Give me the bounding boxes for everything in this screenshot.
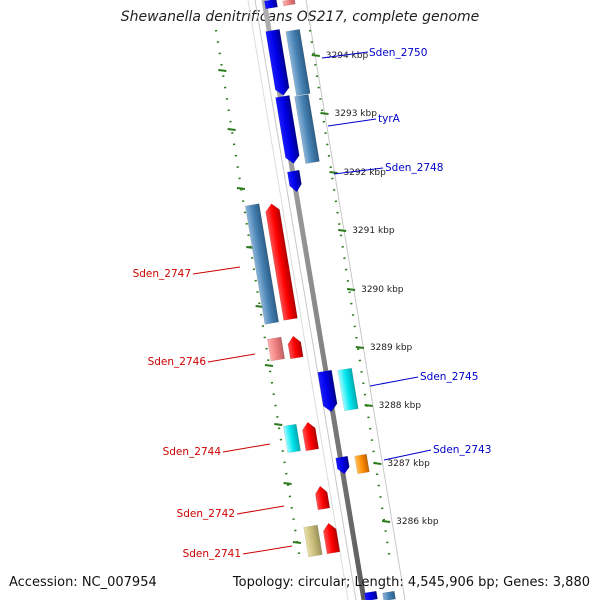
gene-shape[interactable] [267,336,285,362]
gene-feature[interactable] [267,336,285,362]
gene-label-forward[interactable]: Sden_2743 [433,444,491,456]
gene-shape[interactable] [335,455,351,475]
accession-text: Accession: NC_007954 [9,575,157,590]
gene-shape[interactable] [382,590,396,600]
gene-shape[interactable] [265,203,298,321]
label-leader-line [383,449,432,461]
inner-frame-line [254,0,357,600]
gene-feature[interactable] [322,522,341,555]
minor-tick-mark [236,187,246,190]
gene-label-reverse[interactable]: Sden_2742 [177,508,235,520]
tick-mark [320,112,329,115]
gene-shape[interactable] [287,335,304,360]
gene-shape[interactable] [337,367,359,412]
gene-label-reverse[interactable]: Sden_2746 [148,356,207,368]
tick-mark [311,54,320,57]
tick-mark [355,346,364,349]
gene-label-forward[interactable]: tyrA [378,113,401,125]
label-leader-line [369,376,419,387]
label-leader-line [207,353,256,363]
tick-mark [373,462,382,465]
label-leader-line [242,545,293,555]
tick-label: 3292 kbp [343,168,386,178]
label-leader-line [236,505,285,515]
label-leader-line [333,167,384,175]
label-layer: Sden_2750 tyrA Sden_2748 Sden_2745 Sden_2743… [133,47,492,560]
gene-shape[interactable] [364,590,378,600]
gene-shape[interactable] [264,0,278,10]
gene-feature[interactable] [301,421,319,452]
minor-tick-mark [292,541,302,544]
gene-feature[interactable] [264,0,278,10]
gene-label-forward[interactable]: Sden_2745 [420,371,478,383]
tick-mark [382,520,391,523]
gene-shape[interactable] [282,0,296,7]
minor-tick-mark [274,423,283,426]
outer-frame-line [305,0,406,600]
gene-feature[interactable] [265,203,298,321]
label-leader-line [327,118,377,127]
gene-feature[interactable] [335,455,351,475]
gene-label-forward[interactable]: Sden_2750 [369,47,427,59]
gene-shape[interactable] [283,423,301,454]
gene-shape[interactable] [244,203,280,325]
gene-feature[interactable] [364,590,378,600]
gene-label-reverse[interactable]: Sden_2744 [163,446,222,458]
label-leader-line [222,443,271,453]
tick-mark [346,288,356,291]
gene-shape[interactable] [314,485,331,511]
tick-mark [338,229,347,232]
gene-shape[interactable] [275,95,301,164]
tick-label: 3291 kbp [352,226,395,236]
gene-label-forward[interactable]: Sden_2748 [385,162,443,174]
gene-shape[interactable] [322,522,341,555]
gene-label-reverse[interactable]: Sden_2741 [183,548,241,560]
gene-feature[interactable] [282,0,296,7]
tick-label: 3290 kbp [361,285,404,295]
gene-shape[interactable] [265,29,291,96]
genome-summary-text: Topology: circular; Length: 4,545,906 bp… [232,575,590,590]
label-leader-line [321,51,369,59]
gene-feature[interactable] [303,524,323,558]
tick-label: 3293 kbp [335,109,378,119]
tick-mark [329,171,338,174]
gene-feature[interactable] [244,203,280,325]
gene-label-reverse[interactable]: Sden_2747 [133,268,191,280]
feature-layer [244,0,396,600]
gene-feature[interactable] [283,423,301,454]
gene-shape[interactable] [285,29,311,96]
gene-feature[interactable] [317,369,339,413]
map-title: Shewanella denitrificans OS217, complete… [120,9,480,25]
gene-shape[interactable] [354,453,370,475]
tick-label: 3289 kbp [370,343,413,353]
gene-shape[interactable] [303,524,323,558]
gene-feature[interactable] [285,29,311,96]
gene-shape[interactable] [317,369,339,413]
gene-feature[interactable] [287,169,302,193]
tick-label: 3286 kbp [396,517,439,527]
gene-feature[interactable] [265,29,291,96]
tick-label: 3287 kbp [387,459,430,469]
gene-feature[interactable] [337,367,359,412]
minor-tick-mark [227,128,236,131]
minor-tick-mark [264,364,274,367]
gene-feature[interactable] [287,335,304,360]
gene-shape[interactable] [294,94,320,164]
gene-shape[interactable] [287,169,302,193]
tick-label: 3294 kbp [326,51,369,61]
gene-feature[interactable] [275,95,301,164]
minor-tick-mark [218,69,227,72]
minor-tick-mark [283,482,292,485]
gene-shape[interactable] [301,421,319,452]
gene-feature[interactable] [382,590,396,600]
inner-frame-line-2 [247,0,349,600]
tick-layer: 3294 kbp 3293 kbp 3292 kbp 3291 kbp 3290 kbp… [218,51,439,544]
gene-feature[interactable] [314,485,331,511]
tick-label: 3288 kbp [379,401,422,411]
tick-mark [364,404,373,407]
gene-feature[interactable] [354,453,370,475]
gene-feature[interactable] [294,94,320,164]
label-leader-line [192,266,241,275]
